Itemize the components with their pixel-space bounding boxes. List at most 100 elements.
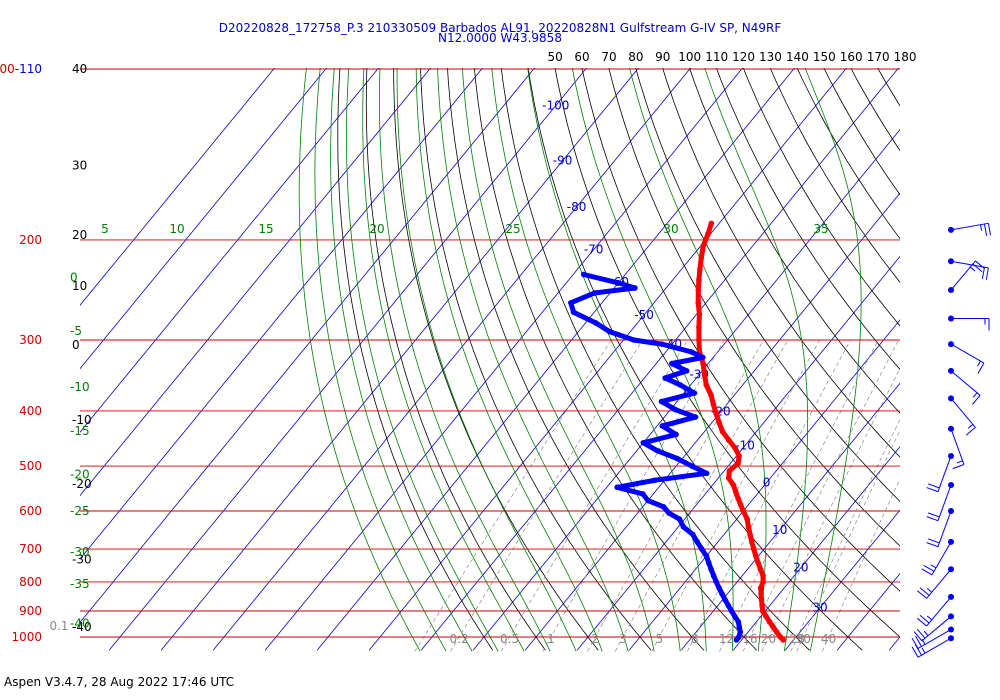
theta-e-left-label: -40 xyxy=(70,617,90,631)
moist-adiabat-line xyxy=(804,68,862,652)
wind-barb-flag xyxy=(921,568,933,576)
temperature-point xyxy=(696,324,702,331)
temperature-point xyxy=(760,572,766,579)
dewpoint-point xyxy=(591,290,598,296)
moist-adiabat-line xyxy=(704,68,808,652)
theta-e-top-label: 35 xyxy=(813,222,828,236)
temperature-point xyxy=(725,475,732,481)
dewpoint-point xyxy=(654,447,661,454)
temperature-point xyxy=(713,411,720,417)
temperature-point xyxy=(763,613,769,620)
pressure-tick-label: 900 xyxy=(19,604,42,618)
theta-tick-label: 140 xyxy=(786,50,809,64)
theta-e-left-label: -15 xyxy=(70,424,90,438)
plot-area xyxy=(80,56,1000,652)
left-scale-tick-label: 0 xyxy=(72,338,80,352)
temperature-point xyxy=(759,608,766,614)
isotherm-label: -90 xyxy=(553,154,573,168)
mixing-ratio-line xyxy=(414,339,612,652)
wind-barb-shaft xyxy=(937,510,952,547)
dry-adiabat-line xyxy=(527,68,863,651)
mixing-ratio-line xyxy=(500,339,688,652)
wind-barb-shaft xyxy=(926,596,952,627)
theta-tick-label: 170 xyxy=(867,50,890,64)
temperature-point xyxy=(760,579,766,585)
dewpoint-point xyxy=(570,309,577,315)
wind-barb-half-flag xyxy=(977,360,981,367)
mixing-ratio-line xyxy=(742,339,899,652)
isotherm-line xyxy=(80,68,484,560)
dewpoint-point xyxy=(666,510,672,516)
dry-adiabat-line xyxy=(715,68,900,371)
isotherm-line xyxy=(941,56,1000,650)
dewpoint-point xyxy=(615,280,622,286)
wind-barb xyxy=(917,593,954,627)
dewpoint-point xyxy=(708,566,714,573)
isotherm-line xyxy=(80,68,432,497)
wind-barb-flag xyxy=(927,538,940,544)
isotherm-label: -100 xyxy=(542,99,569,113)
isotherm-line xyxy=(160,68,640,651)
mixing-ratio-line xyxy=(450,339,644,652)
wind-barb xyxy=(948,222,991,236)
isotherm-label: 0 xyxy=(763,476,771,490)
mixing-ratio-label: 30 xyxy=(796,632,811,646)
mixing-ratio-label: 12 xyxy=(719,632,734,646)
wind-barb-flag xyxy=(952,464,965,470)
pressure-tick-label: 800 xyxy=(19,575,42,589)
temperature-point xyxy=(701,371,708,378)
mixing-ratio-label: 28 xyxy=(790,632,805,646)
isotherm-line xyxy=(680,382,900,651)
left-scale-tick-label: -40 xyxy=(72,620,92,634)
temperature-point xyxy=(696,337,702,343)
isotherm-label: -10 xyxy=(735,438,755,452)
temperature-point xyxy=(696,311,703,317)
theta-e-left-label: 0 xyxy=(70,271,78,285)
mixing-ratio-line xyxy=(651,339,821,652)
mixing-ratio-label: 5 xyxy=(656,632,664,646)
wind-barb-shaft xyxy=(937,484,952,521)
theta-tick-label: 100 xyxy=(678,50,701,64)
dewpoint-point xyxy=(736,624,743,630)
wind-barb-flag xyxy=(972,263,983,273)
isotherm-line xyxy=(264,68,744,651)
wind-barb xyxy=(948,260,985,294)
wind-barb-flag xyxy=(913,631,923,642)
wind-barb-half-flag xyxy=(956,460,963,464)
dewpoint-point xyxy=(631,337,637,343)
dewpoint-point xyxy=(716,585,722,591)
temperature-point xyxy=(695,287,702,293)
isotherm-line xyxy=(628,319,900,651)
temperature-point xyxy=(758,591,764,597)
isotherm-line xyxy=(472,129,900,651)
dewpoint-point xyxy=(703,470,710,477)
theta-e-left-label: -10 xyxy=(70,380,90,394)
dewpoint-point xyxy=(677,382,684,388)
theta-e-left-label: -25 xyxy=(70,504,90,518)
dewpoint-point xyxy=(690,531,696,538)
mixing-ratio-label: 16 xyxy=(742,632,757,646)
temperature-point xyxy=(753,553,759,559)
pressure-tick-label: 400 xyxy=(19,404,42,418)
theta-e-left-label: -35 xyxy=(70,577,90,591)
mixing-ratio-label: 0.2 xyxy=(450,632,469,646)
dry-adiabat-line xyxy=(662,68,900,458)
isotherm-line xyxy=(108,68,588,651)
dry-adiabat-line xyxy=(581,68,900,592)
temperature-point xyxy=(732,488,739,495)
mixing-ratio-line xyxy=(796,429,900,652)
dry-adiabat-line xyxy=(951,56,1000,650)
dewpoint-point xyxy=(645,497,651,504)
temperature-point xyxy=(700,243,706,249)
mixing-ratio-line xyxy=(719,339,879,652)
theta-e-top-label: 30 xyxy=(663,222,678,236)
theta-tick-label: 130 xyxy=(759,50,782,64)
footer-version-stamp: Aspen V3.4.7, 28 Aug 2022 17:46 UTC xyxy=(4,675,235,689)
theta-e-top-labels: 5 10 15 20 25 30 35 xyxy=(101,222,828,236)
moist-adiabat-line xyxy=(415,68,603,652)
left-scale-tick-label: 30 xyxy=(72,159,87,173)
dewpoint-point xyxy=(737,629,744,635)
temperature-point xyxy=(744,516,750,522)
